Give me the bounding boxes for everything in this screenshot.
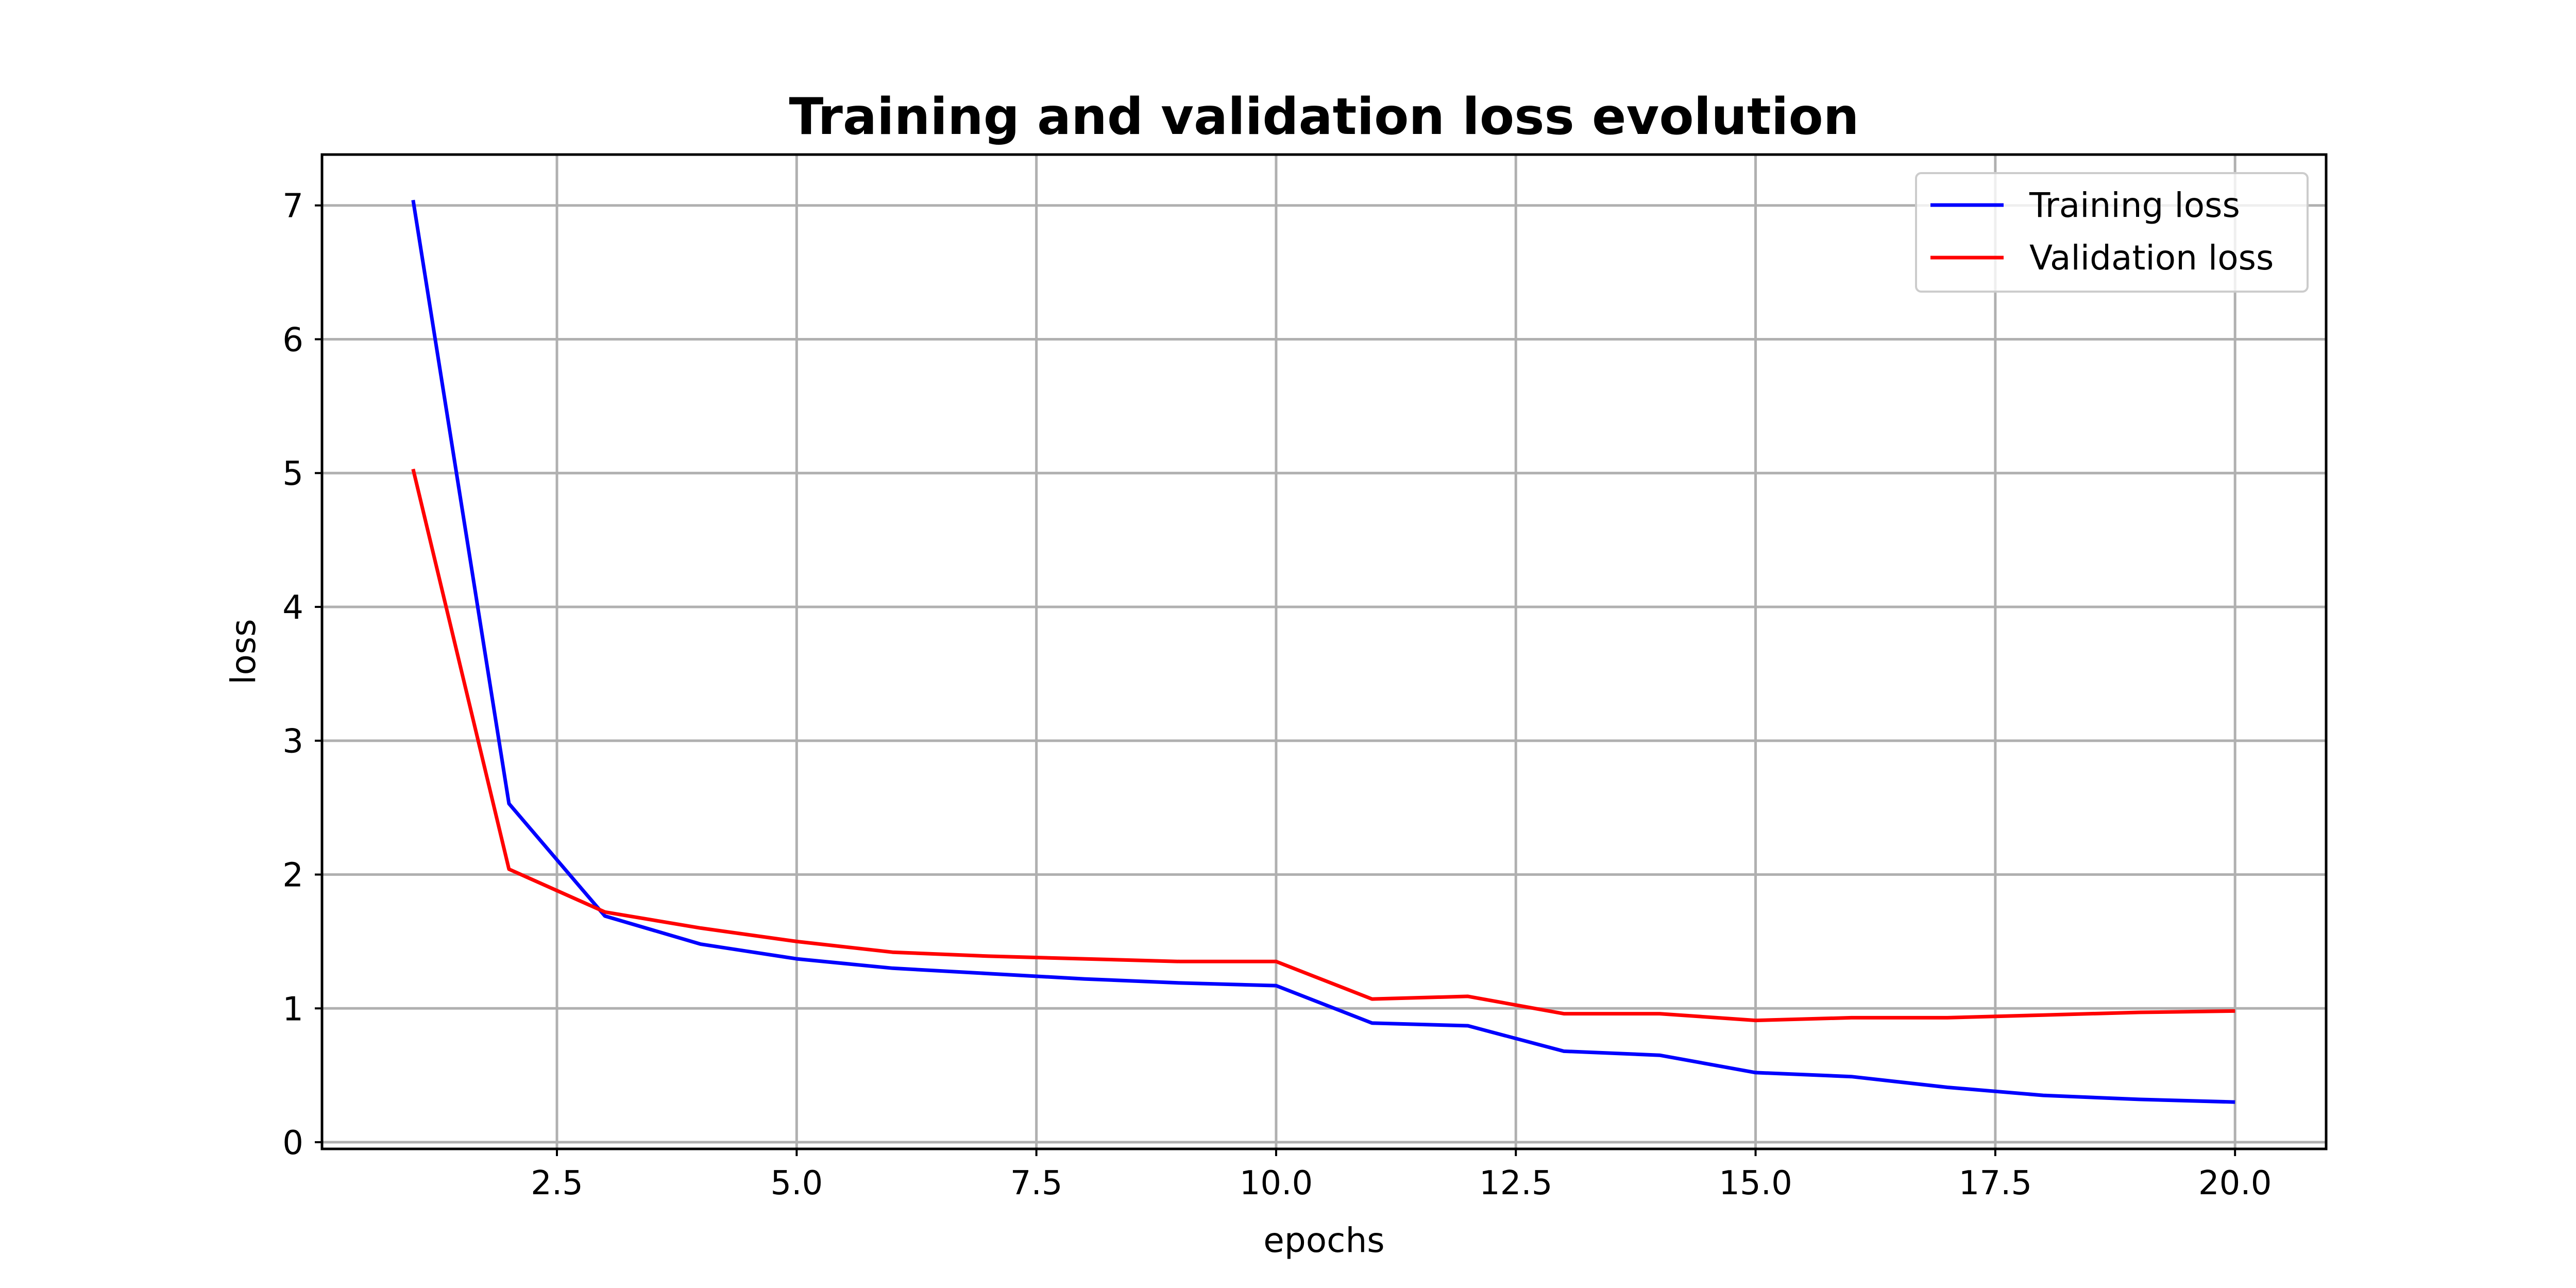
series-line-training-loss [411,199,2235,1104]
grid-layer [322,155,2326,1149]
legend-box [1915,172,2309,293]
tick-layer: 2.5 5.0 7.5 10.0 12.5 15.0 17.5 20.0 0 1 2 3 4 5 6 7 [282,188,2272,1202]
y-tick-label: 7 [282,188,303,226]
y-tick-label: 6 [282,321,303,359]
y-tick-label: 4 [282,589,303,627]
x-tick-label: 20.0 [2198,1164,2272,1202]
x-tick-label: 2.5 [531,1164,583,1202]
plot-frame [320,153,2328,1150]
series-layer [411,199,2235,1104]
y-axis-label: loss [224,619,263,685]
legend-label: Training loss [2029,185,2240,225]
x-tick-label: 10.0 [1240,1164,1313,1202]
y-tick-label: 0 [282,1124,303,1162]
y-tick-label: 3 [282,723,303,761]
chart-title: Training and validation loss evolution [789,88,1859,146]
y-tick-label: 2 [282,856,303,894]
series-line-validation-loss [411,468,2235,1023]
x-tick-label: 17.5 [1959,1164,2032,1202]
x-tick-label: 7.5 [1010,1164,1063,1202]
x-tick-label: 12.5 [1479,1164,1553,1202]
y-tick-label: 5 [282,455,303,493]
x-tick-label: 15.0 [1719,1164,1792,1202]
legend-label: Validation loss [2029,238,2274,278]
legend: Training loss Validation loss [1915,172,2309,293]
x-axis-label: epochs [1263,1221,1384,1260]
y-tick-label: 1 [282,990,303,1028]
x-tick-label: 5.0 [770,1164,823,1202]
